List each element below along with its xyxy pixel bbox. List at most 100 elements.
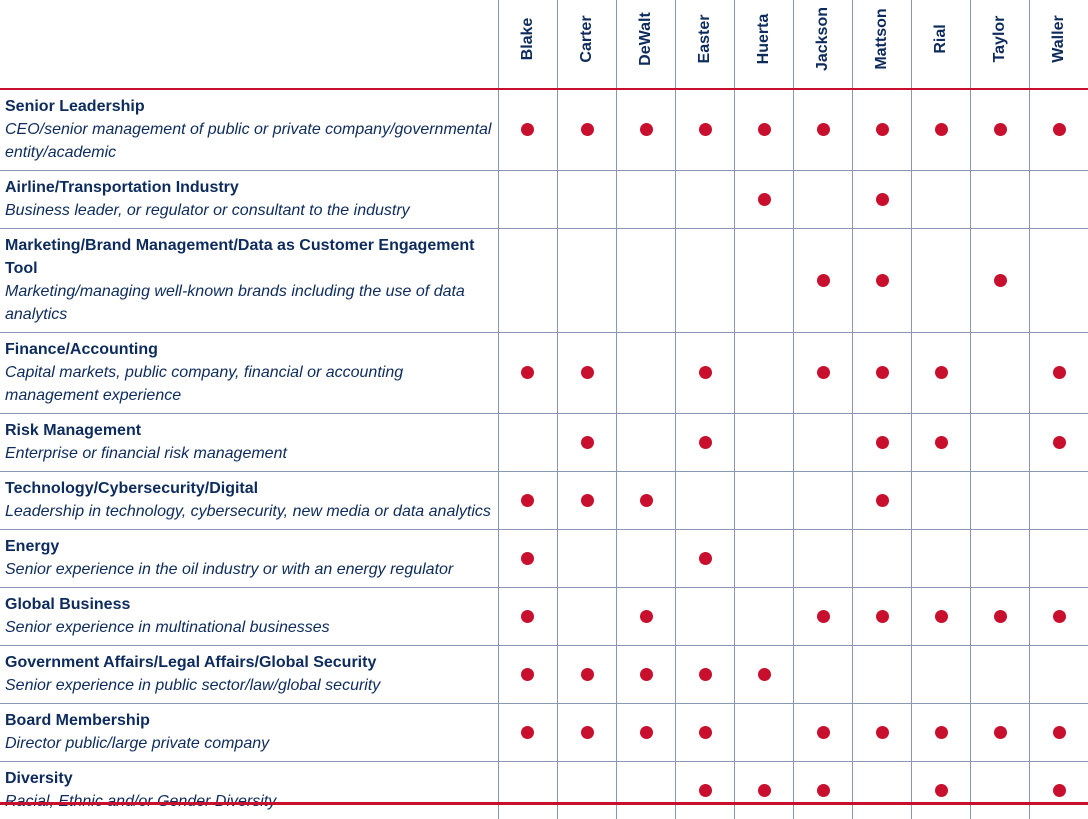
mark-cell-taylor [971,472,1030,530]
mark-cell-blake [498,762,557,819]
skill-title: Technology/Cybersecurity/Digital [5,477,494,500]
qualification-dot-icon [876,274,889,287]
mark-cell-taylor [971,333,1030,414]
qualification-dot-icon [640,726,653,739]
mark-cell-rial [912,229,971,333]
mark-cell-rial [912,171,971,229]
mark-cell-easter [676,762,735,819]
skill-description: Senior experience in multinational busin… [5,616,494,639]
mark-cell-carter [558,229,617,333]
director-header-jackson: Jackson [794,0,853,89]
mark-cell-huerta [735,530,794,588]
mark-cell-mattson [853,171,912,229]
director-name: Rial [932,0,950,79]
mark-cell-carter [558,530,617,588]
mark-cell-rial [912,472,971,530]
mark-cell-dewalt [617,89,676,171]
mark-cell-carter [558,89,617,171]
mark-cell-mattson [853,704,912,762]
qualification-dot-icon [876,193,889,206]
mark-cell-huerta [735,762,794,819]
qualification-dot-icon [640,668,653,681]
mark-cell-jackson [794,762,853,819]
mark-cell-waller [1030,414,1088,472]
qualification-dot-icon [640,123,653,136]
mark-cell-mattson [853,333,912,414]
mark-cell-dewalt [617,333,676,414]
mark-cell-jackson [794,89,853,171]
qualification-dot-icon [758,668,771,681]
skill-row: Marketing/Brand Management/Data as Custo… [0,229,1088,333]
skill-row: DiversityRacial, Ethnic and/or Gender Di… [0,762,1088,819]
mark-cell-mattson [853,762,912,819]
mark-cell-easter [676,588,735,646]
qualification-dot-icon [699,366,712,379]
qualification-dot-icon [876,610,889,623]
qualification-dot-icon [699,668,712,681]
mark-cell-dewalt [617,588,676,646]
mark-cell-waller [1030,333,1088,414]
mark-cell-easter [676,171,735,229]
qualification-dot-icon [994,274,1007,287]
qualification-dot-icon [699,123,712,136]
qualification-dot-icon [581,366,594,379]
mark-cell-waller [1030,646,1088,704]
mark-cell-carter [558,646,617,704]
qualification-dot-icon [521,552,534,565]
qualification-dot-icon [640,610,653,623]
qualification-dot-icon [817,123,830,136]
mark-cell-waller [1030,530,1088,588]
mark-cell-dewalt [617,646,676,704]
qualification-dot-icon [817,610,830,623]
mark-cell-easter [676,229,735,333]
mark-cell-blake [498,229,557,333]
skill-title: Risk Management [5,419,494,442]
director-name: Huerta [755,0,773,79]
skill-description: Leadership in technology, cybersecurity,… [5,500,494,523]
director-header-rial: Rial [912,0,971,89]
mark-cell-mattson [853,646,912,704]
mark-cell-taylor [971,414,1030,472]
qualification-dot-icon [1053,610,1066,623]
director-header-easter: Easter [676,0,735,89]
qualification-dot-icon [521,726,534,739]
mark-cell-rial [912,89,971,171]
qualification-dot-icon [1053,436,1066,449]
skill-title: Government Affairs/Legal Affairs/Global … [5,651,494,674]
mark-cell-taylor [971,89,1030,171]
skill-description: Senior experience in public sector/law/g… [5,674,494,697]
qualification-dot-icon [581,668,594,681]
mark-cell-dewalt [617,171,676,229]
skill-title: Marketing/Brand Management/Data as Custo… [5,234,494,280]
qualification-dot-icon [521,610,534,623]
mark-cell-blake [498,414,557,472]
mark-cell-waller [1030,588,1088,646]
mark-cell-dewalt [617,530,676,588]
mark-cell-carter [558,704,617,762]
mark-cell-huerta [735,171,794,229]
mark-cell-jackson [794,333,853,414]
mark-cell-huerta [735,89,794,171]
qualification-dot-icon [581,494,594,507]
mark-cell-taylor [971,171,1030,229]
mark-cell-carter [558,333,617,414]
qualification-dot-icon [935,784,948,797]
qualification-dot-icon [935,123,948,136]
mark-cell-mattson [853,89,912,171]
qualification-dot-icon [581,123,594,136]
mark-cell-taylor [971,588,1030,646]
director-name: Blake [519,0,537,79]
qualification-dot-icon [581,436,594,449]
mark-cell-mattson [853,530,912,588]
mark-cell-rial [912,704,971,762]
director-name: Carter [578,0,596,79]
